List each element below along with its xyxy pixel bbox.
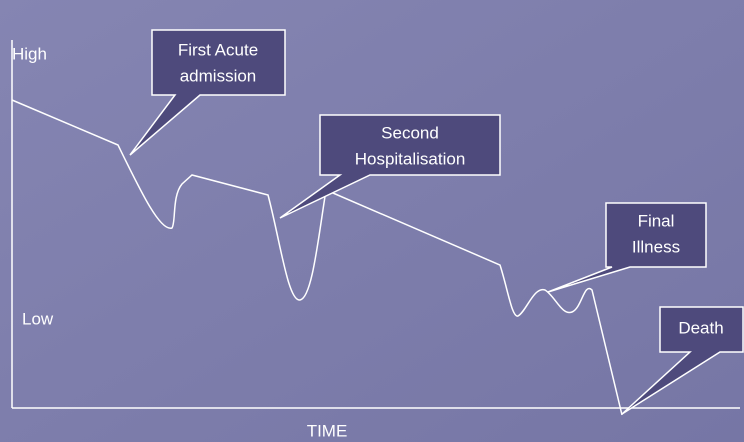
callout-box [621,306,744,415]
callout-box [547,202,707,293]
callout-text: Hospitalisation [355,149,466,168]
callout-box [129,29,286,156]
y-low-label: Low [22,309,54,328]
x-axis-label: TIME [307,421,348,440]
y-high-label: High [12,44,47,63]
callout-text: Final [638,211,675,230]
callout-text: Second [381,123,439,142]
callout-text: First Acute [178,40,258,59]
trajectory-line [11,99,623,416]
callout-text: Illness [632,237,680,256]
callout-box [279,114,501,219]
callout-text: admission [180,66,257,85]
callout-text: Death [678,318,723,337]
